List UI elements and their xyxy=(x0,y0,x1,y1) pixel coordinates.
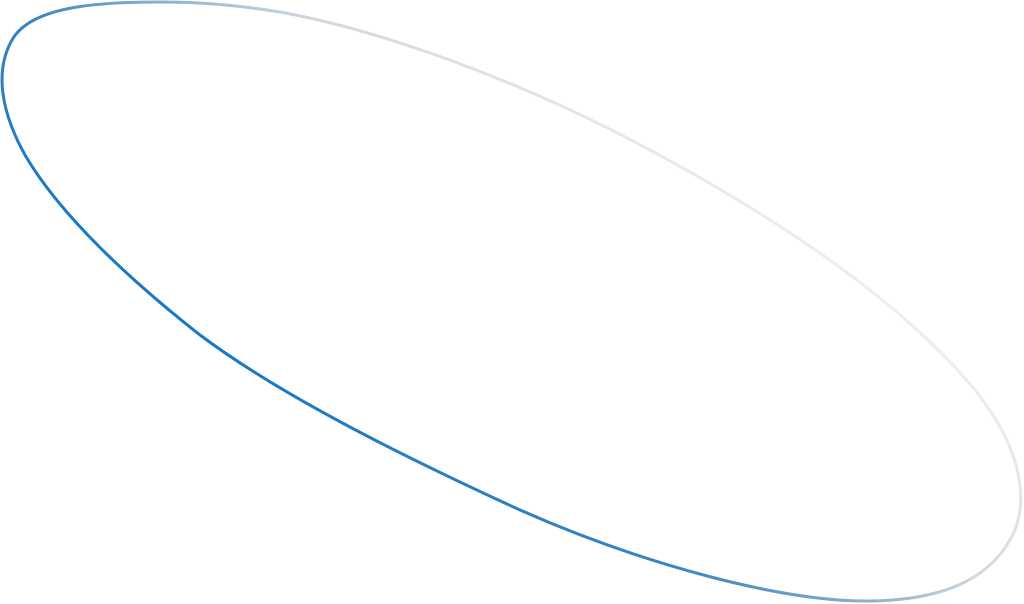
ellipse-outline xyxy=(0,0,1023,603)
decoration xyxy=(0,0,1023,603)
page: (() => { const data = JSON.parse(documen… xyxy=(0,0,1024,604)
